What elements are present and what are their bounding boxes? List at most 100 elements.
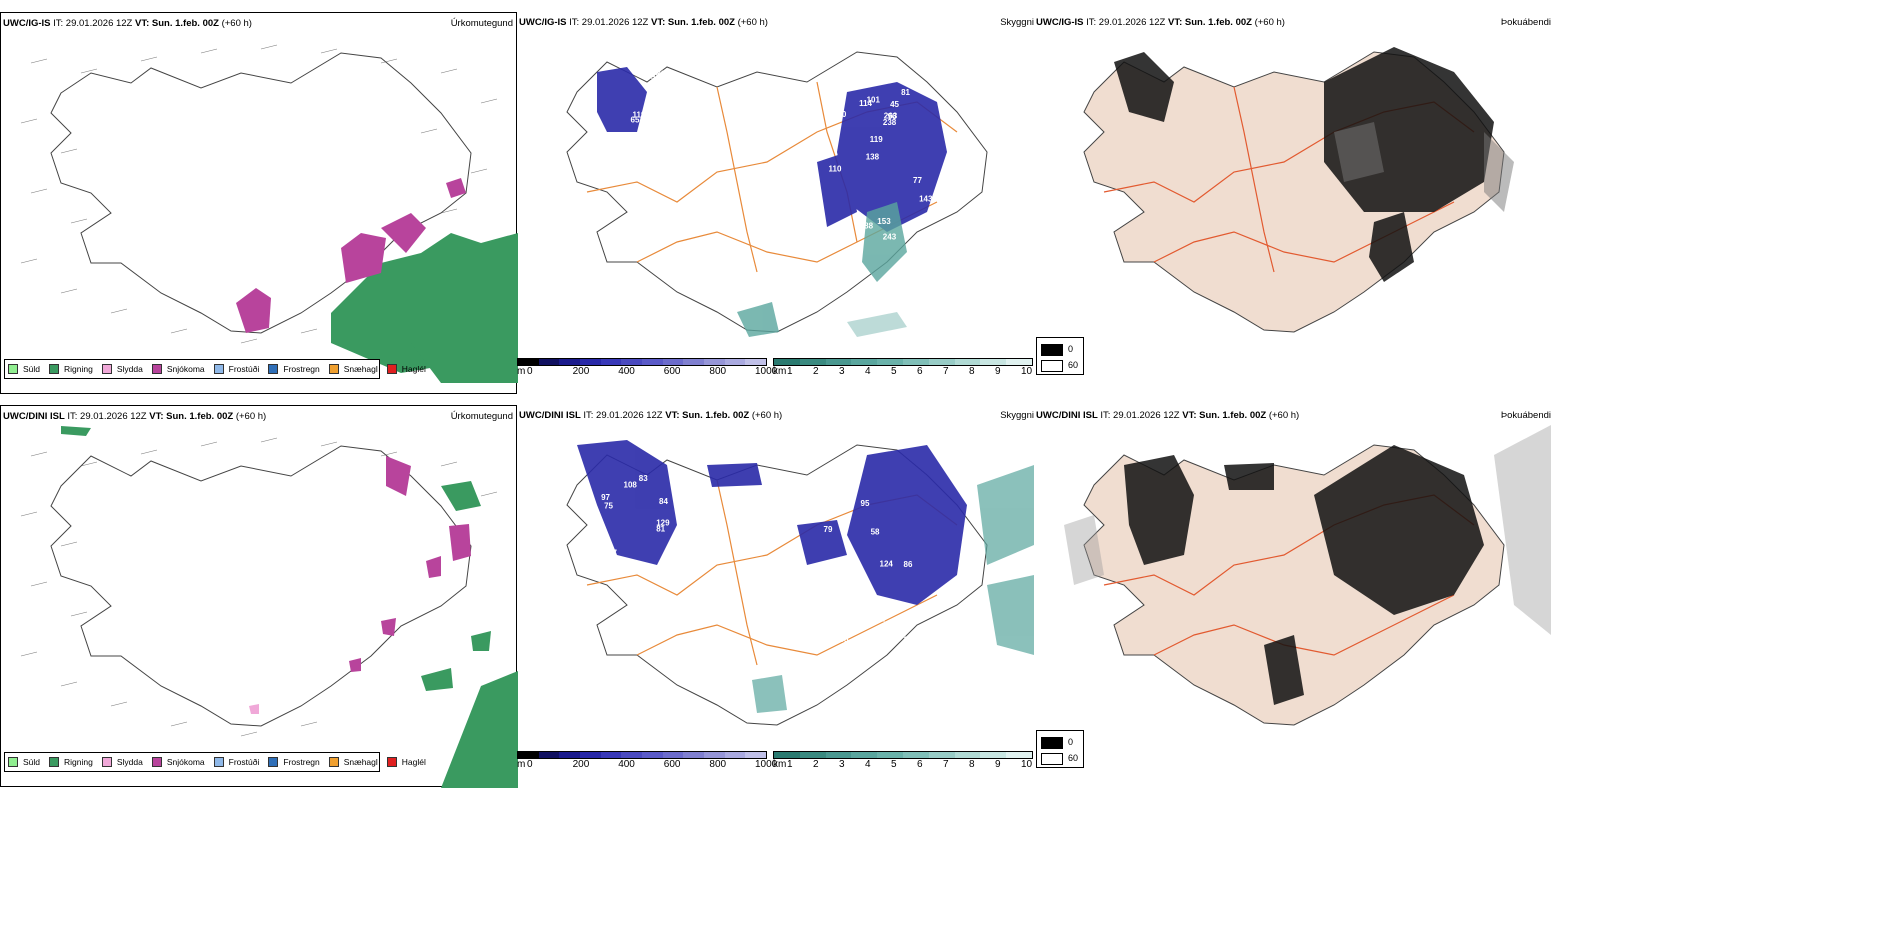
visibility-value-label: 238 (883, 118, 897, 127)
colorbar-tick: 1 (787, 366, 793, 377)
visibility-value-label: 116 (963, 476, 976, 485)
visibility-value-label: 197 (633, 160, 647, 169)
panel-label: Úrkomutegund (450, 411, 513, 422)
legend-swatch (268, 364, 279, 374)
legend-label: Rigning (64, 757, 93, 767)
model-name: UWC/IG-IS (3, 18, 51, 29)
visibility-value-label: 75 (604, 502, 613, 511)
visibility-value-label: 86 (904, 560, 913, 569)
visibility-value-label: 113 (831, 75, 844, 84)
valid-time: VT: Sun. 1.feb. 00Z (1182, 410, 1267, 421)
panel-title: UWC/IG-IS IT: 29.01.2026 12Z VT: Sun. 1.… (3, 18, 252, 29)
legend-swatch (151, 364, 162, 374)
visibility-value-label: 45 (890, 100, 899, 109)
visibility-value-label: 124 (880, 560, 894, 569)
init-time: IT: 29.01.2026 12Z (50, 18, 136, 29)
colorbar-segment (1006, 359, 1032, 365)
colorbar-tick: 6 (917, 366, 923, 377)
colorbar-tick: 600 (663, 366, 681, 377)
valid-time: VT: Sun. 1.feb. 00Z (651, 17, 735, 28)
lead-time: (+60 h) (1266, 410, 1300, 421)
visibility-value-label: 101 (867, 96, 881, 105)
lead-time: (+60 h) (734, 17, 768, 28)
colorbar-tick: 4 (865, 366, 871, 377)
colorbar-segment (980, 752, 1007, 758)
legend-swatch (328, 757, 339, 767)
colorbar-tick: 5 (891, 366, 897, 377)
colorbar-tick: 5 (891, 759, 897, 770)
panel-label: Skyggni (1000, 17, 1034, 28)
km-colorbar (773, 751, 1033, 759)
colorbar-segment (662, 359, 684, 365)
visibility-value-label: 95 (861, 499, 870, 508)
panel-title: UWC/DINI ISL IT: 29.01.2026 12Z VT: Sun.… (1036, 410, 1299, 421)
visibility-value-label: 81 (876, 614, 885, 623)
colorbar-segment (621, 359, 643, 365)
colorbar-unit: m (517, 366, 526, 377)
legend-swatch (101, 364, 112, 374)
colorbar-tick: 10 (1021, 759, 1033, 770)
valid-time: VT: Sun. 1.feb. 00Z (149, 411, 234, 422)
legend-label: Snæhagl (343, 364, 378, 374)
fog-legend-low-label: 60 (1068, 753, 1079, 763)
colorbar-tick: 600 (663, 759, 681, 770)
colorbar-tick: 6 (917, 759, 923, 770)
colorbar-segment (825, 359, 852, 365)
colorbar-segment (600, 752, 622, 758)
colorbar-unit: km (773, 759, 787, 770)
visibility-value-label: 117 (604, 549, 617, 558)
visibility-value-label: 108 (624, 481, 638, 490)
colorbar-tick: 7 (943, 759, 949, 770)
visibility-value-label: 110 (829, 165, 842, 174)
panel-title: UWC/DINI ISL IT: 29.01.2026 12Z VT: Sun.… (3, 411, 266, 422)
fog-legend-high-label: 0 (1068, 344, 1074, 354)
colorbar-tick: 0 (527, 759, 533, 770)
legend-item: Frostregn (268, 364, 320, 374)
fog-legend-high-label: 0 (1068, 737, 1074, 747)
visibility-value-label: 81 (656, 525, 665, 534)
colorbar-segment (518, 752, 539, 758)
valid-time: VT: Sun. 1.feb. 00Z (1168, 17, 1252, 28)
precip-type-panel-bottom: UWC/DINI ISL IT: 29.01.2026 12Z VT: Sun.… (0, 405, 518, 788)
colorbar-tick: 3 (839, 759, 845, 770)
visibility-value-label: 92 (651, 72, 660, 81)
colorbar-tick: 4 (865, 759, 871, 770)
colorbar-segment (704, 752, 725, 758)
legend-swatch (213, 364, 224, 374)
iceland-precip-map (20, 44, 518, 383)
legend-swatch (49, 757, 60, 767)
visibility-value-label: 65 (631, 116, 640, 125)
colorbar-tick: 800 (709, 759, 727, 770)
visibility-value-label: 83 (639, 474, 648, 483)
colorbar-segment (559, 752, 581, 758)
colorbar-tick: 400 (618, 366, 635, 377)
visibility-value-label: 143 (919, 194, 933, 203)
fog-legend-low-swatch (1041, 360, 1063, 372)
model-name: UWC/DINI ISL (1036, 410, 1098, 421)
legend-label: Snjókoma (166, 757, 205, 767)
precip-type-panel-top: UWC/IG-IS IT: 29.01.2026 12Z VT: Sun. 1.… (0, 12, 518, 394)
visibility-value-label: 188 (860, 221, 874, 230)
panel-title: UWC/IG-IS IT: 29.01.2026 12Z VT: Sun. 1.… (519, 17, 768, 28)
colorbar-segment (683, 752, 705, 758)
visibility-value-label: 153 (877, 217, 891, 226)
legend-item: Frostúði (213, 757, 259, 767)
fog-panel-bottom: UWC/DINI ISL IT: 29.01.2026 12Z VT: Sun.… (1034, 405, 1551, 787)
init-time: IT: 29.01.2026 12Z (1083, 17, 1169, 28)
legend-swatch (268, 757, 279, 767)
legend-item: Snæhagl (328, 757, 378, 767)
iceland-fog-map (1083, 47, 1514, 333)
colorbar-segment (704, 359, 725, 365)
visibility-value-label: 84 (659, 497, 668, 506)
valid-time: VT: Sun. 1.feb. 00Z (135, 18, 219, 29)
fog-legend-top: 0 60 (1036, 337, 1084, 375)
colorbar-segment (600, 359, 622, 365)
visibility-value-label: 58 (871, 528, 880, 537)
legend-label: Frostregn (283, 364, 320, 374)
legend-item: Súld (8, 757, 40, 767)
legend-label: Súld (23, 364, 41, 374)
colorbar-tick: 1000 (755, 366, 778, 377)
colorbar-tick: 8 (969, 759, 975, 770)
panel-label: Þokuábendi (1500, 410, 1551, 421)
